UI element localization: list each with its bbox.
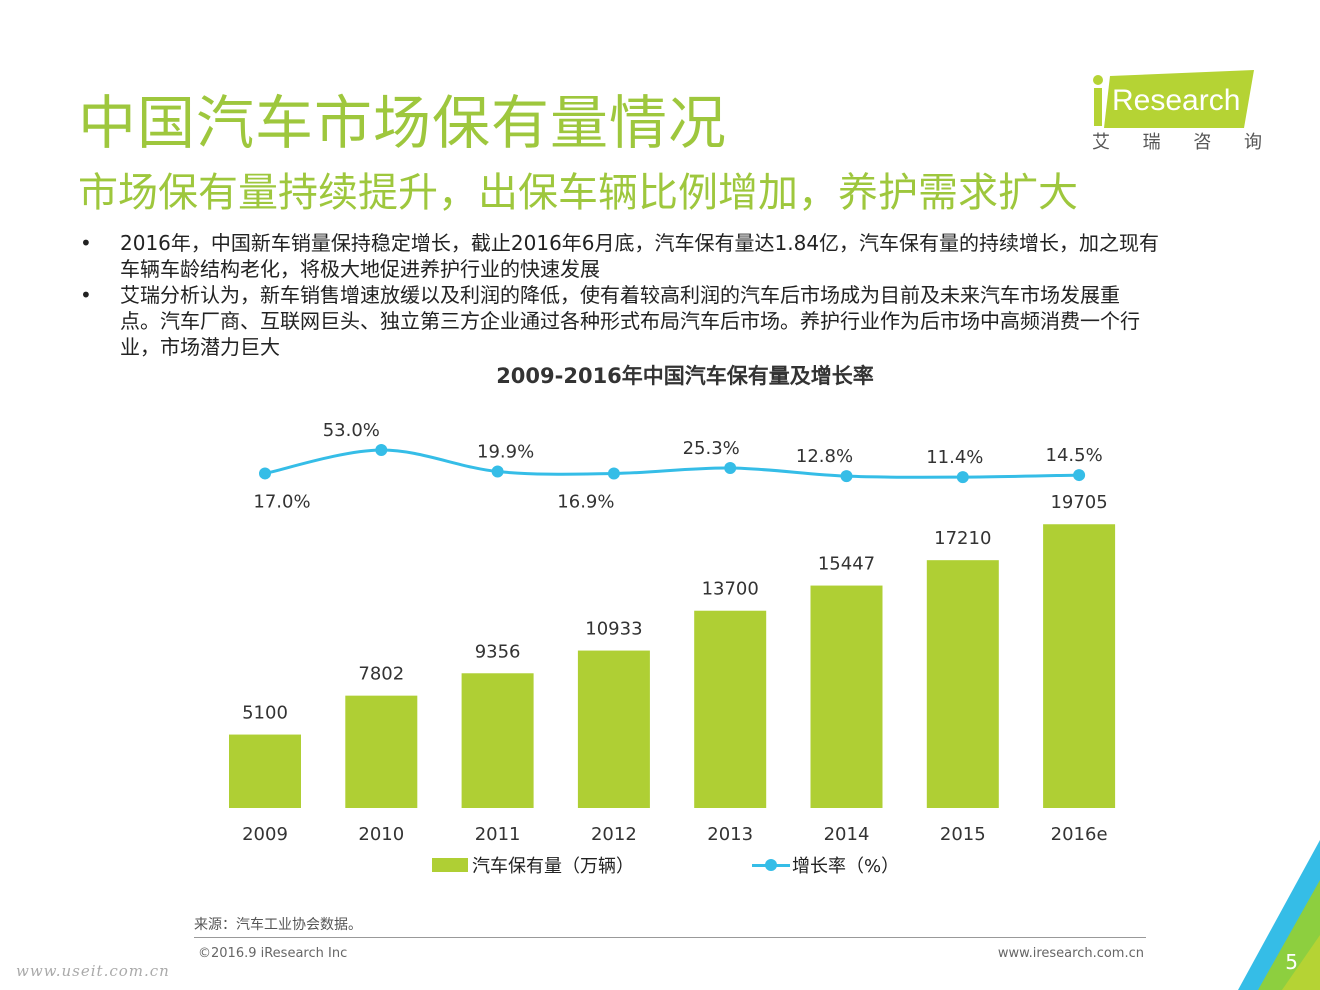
logo-char: 咨 (1193, 132, 1212, 153)
bar (694, 610, 767, 808)
growth-rate-label: 25.3% (683, 438, 740, 459)
page-number: 5 (1285, 950, 1298, 974)
bar (461, 673, 534, 808)
iresearch-logo: Research (1093, 70, 1254, 128)
growth-rate-label: 12.8% (796, 446, 853, 467)
x-tick-label: 2015 (940, 824, 986, 845)
growth-rate-point (607, 467, 620, 480)
bullet-line: 点。汽车厂商、互联网巨头、独立第三方企业通过各种形式布局汽车后市场。养护行业作为… (120, 309, 1140, 333)
logo-char: 询 (1243, 132, 1262, 153)
bullet-marker: • (80, 231, 92, 255)
bullet-list: • 2016年，中国新车销量保持稳定增长，截止2016年6月底，汽车保有量达1.… (78, 230, 1258, 360)
legend-item-line: 增长率（%） (752, 852, 899, 878)
growth-rate-point (1073, 469, 1086, 482)
copyright: ©2016.9 iResearch Inc (198, 946, 348, 961)
bullet-line: 艾瑞分析认为，新车销售增速放缓以及利润的降低，使有着较高利润的汽车后市场成为目前… (120, 283, 1120, 307)
bullet-marker: • (80, 283, 92, 307)
growth-rate-label: 11.4% (926, 447, 983, 468)
bullet-item: • 2016年，中国新车销量保持稳定增长，截止2016年6月底，汽车保有量达1.… (78, 230, 1258, 282)
bar-value-label: 7802 (358, 664, 404, 685)
source-note: 来源：汽车工业协会数据。 (194, 917, 362, 933)
page-subtitle: 市场保有量持续提升，出保车辆比例增加，养护需求扩大 (78, 170, 1078, 216)
x-tick-label: 2012 (591, 824, 637, 845)
growth-rate-point (259, 467, 271, 480)
corner-decoration (1238, 840, 1320, 990)
chart-title: 2009-2016年中国汽车保有量及增长率 (496, 364, 874, 388)
bar-value-label: 15447 (818, 554, 875, 575)
watermark: www.useit.com.cn (16, 962, 170, 980)
bullet-line: 2016年，中国新车销量保持稳定增长，截止2016年6月底，汽车保有量达1.84… (120, 231, 1160, 255)
logo-char: 瑞 (1142, 132, 1161, 153)
footer-divider (194, 937, 1146, 938)
page-title: 中国汽车市场保有量情况 (78, 89, 728, 157)
legend-label: 汽车保有量（万辆） (472, 856, 634, 877)
x-tick-label: 2010 (358, 824, 404, 845)
growth-rate-point (724, 462, 737, 475)
legend-label: 增长率（%） (792, 856, 900, 877)
bar-value-label: 17210 (934, 528, 991, 549)
legend-swatch-line (752, 858, 790, 872)
x-tick-label: 2013 (707, 824, 753, 845)
bar-value-label: 13700 (702, 579, 759, 600)
legend-swatch-bar (432, 858, 468, 872)
bar (926, 560, 999, 808)
bullet-item: • 艾瑞分析认为，新车销售增速放缓以及利润的降低，使有着较高利润的汽车后市场成为… (78, 282, 1258, 360)
growth-rate-point (956, 471, 969, 484)
bar-value-label: 19705 (1050, 492, 1107, 513)
x-tick-label: 2009 (242, 824, 288, 845)
logo-chinese-name: 艾 瑞 咨 询 (1092, 128, 1262, 154)
x-tick-label: 2016e (1051, 824, 1108, 845)
bar (577, 650, 650, 808)
growth-rate-label: 14.5% (1046, 445, 1103, 466)
bar (1043, 524, 1116, 808)
growth-rate-line (264, 448, 1080, 479)
growth-rate-point (491, 465, 504, 478)
svg-text:Research: Research (1112, 84, 1240, 117)
bar (810, 585, 883, 808)
bar-value-label: 10933 (585, 619, 642, 640)
legend-item-bar: 汽车保有量（万辆） (432, 852, 634, 878)
website-url: www.iresearch.com.cn (997, 946, 1144, 961)
logo-char: 艾 (1092, 132, 1110, 153)
x-tick-label: 2014 (824, 824, 870, 845)
growth-rate-point (375, 444, 388, 456)
bullet-line: 车辆车龄结构老化，将极大地促进养护行业的快速发展 (120, 257, 600, 281)
bar-value-label: 9356 (475, 641, 521, 662)
bar (345, 695, 418, 808)
bar-value-label: 5100 (242, 703, 288, 724)
growth-rate-point (840, 470, 853, 483)
bullet-line: 业，市场潜力巨大 (120, 335, 280, 359)
growth-rate-label: 16.9% (557, 492, 614, 513)
growth-rate-label: 19.9% (477, 442, 534, 463)
x-tick-label: 2011 (475, 824, 521, 845)
growth-rate-label: 53.0% (323, 420, 380, 441)
bar (229, 734, 301, 808)
growth-rate-label: 17.0% (253, 491, 310, 512)
